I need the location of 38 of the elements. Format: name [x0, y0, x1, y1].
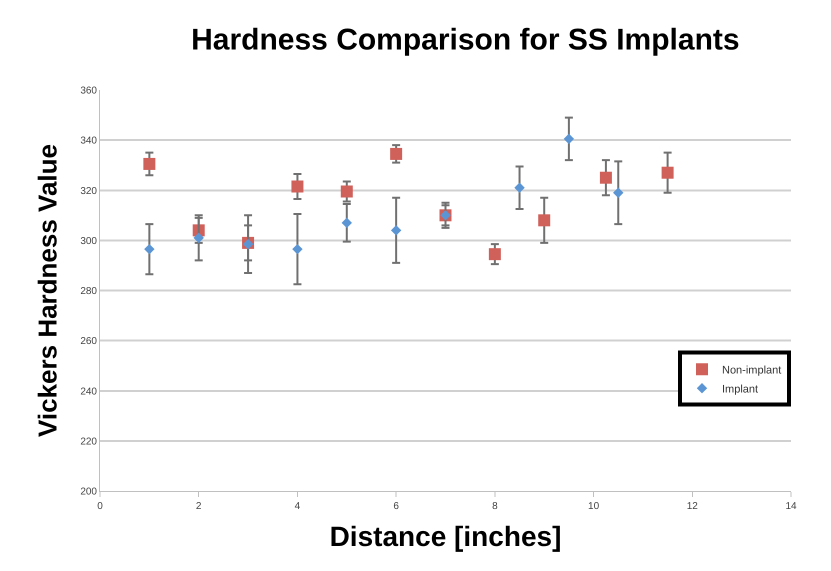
legend-label: Non-implant — [722, 364, 782, 377]
x-tick-label: 6 — [393, 501, 400, 512]
y-tick-label: 220 — [80, 436, 98, 448]
chart-title: Hardness Comparison for SS Implants — [191, 24, 740, 57]
y-tick-label: 320 — [80, 186, 98, 197]
point — [613, 188, 624, 198]
y-tick-label: 240 — [80, 386, 98, 398]
point — [342, 218, 352, 228]
x-tick-label: 10 — [588, 501, 600, 512]
x-axis-title: Distance [inches] — [330, 521, 562, 552]
point — [194, 232, 204, 244]
point — [143, 158, 156, 170]
point — [390, 225, 402, 236]
y-tick-label: 340 — [80, 136, 98, 147]
y-tick-label: 260 — [80, 336, 98, 348]
point — [564, 134, 574, 144]
x-tick-label: 0 — [97, 501, 104, 512]
legend-label: Implant — [722, 384, 758, 396]
x-tick-label: 4 — [294, 501, 301, 512]
y-tick-label: 200 — [80, 486, 98, 498]
point — [390, 148, 402, 160]
point — [514, 182, 525, 193]
point — [662, 166, 674, 179]
point — [291, 180, 304, 192]
x-tick-label: 2 — [196, 501, 202, 512]
point — [144, 244, 155, 254]
x-tick-label: 12 — [686, 501, 698, 512]
x-tick-label: 8 — [492, 501, 498, 512]
point — [340, 186, 353, 198]
x-tick-label: 14 — [785, 501, 797, 512]
y-tick-label: 360 — [80, 86, 98, 96]
point — [292, 244, 303, 254]
point — [538, 214, 550, 226]
y-tick-label: 280 — [80, 286, 98, 297]
y-axis-title: Vickers Hardness Value — [32, 144, 63, 437]
point — [600, 172, 612, 184]
point — [488, 248, 501, 260]
y-tick-label: 300 — [80, 236, 98, 247]
